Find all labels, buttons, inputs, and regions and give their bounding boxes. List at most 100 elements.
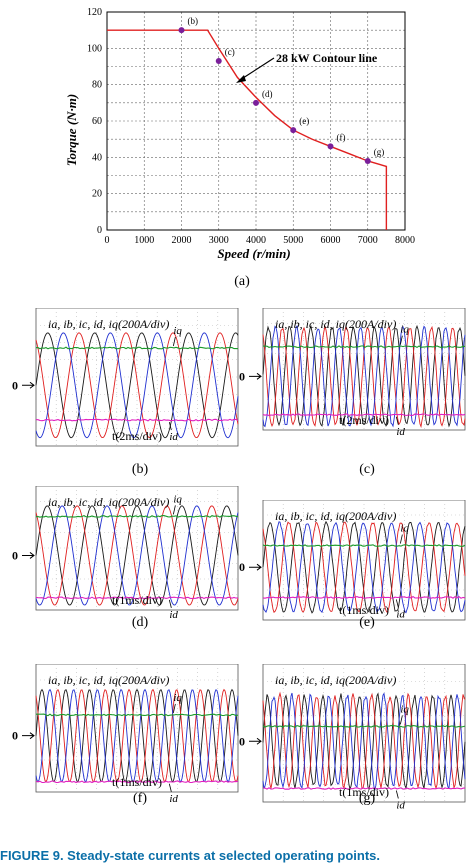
id-label: id xyxy=(169,793,178,805)
y-tick-label: 0 xyxy=(97,225,102,236)
y-axis-label: Torque (N·m) xyxy=(64,94,79,166)
id-label: id xyxy=(169,431,178,443)
scope-header-label: ia, ib, ic, id, iq(200A/div) xyxy=(48,673,169,687)
iq-label: iq xyxy=(400,324,409,336)
phase-current-trace xyxy=(35,332,239,439)
id-arrow xyxy=(395,599,399,608)
x-tick-label: 5000 xyxy=(283,235,303,246)
scope-header-label: ia, ib, ic, id, iq(200A/div) xyxy=(48,495,169,509)
subfigure-e-caption: (e) xyxy=(359,615,375,630)
zero-marker-label: 0 xyxy=(239,560,245,574)
subfigure-b-caption: (b) xyxy=(131,462,149,477)
zero-marker-label: 0 xyxy=(12,378,18,392)
subfigure-a-caption: (a) xyxy=(234,274,250,289)
iq-trace xyxy=(262,724,466,728)
id-trace xyxy=(262,413,466,417)
operating-point xyxy=(364,157,371,164)
zero-marker-label: 0 xyxy=(12,548,18,562)
iq-arrow xyxy=(399,335,403,345)
scope-header-label: ia, ib, ic, id, iq(200A/div) xyxy=(48,317,169,331)
x-tick-label: 0 xyxy=(105,235,110,246)
iq-trace xyxy=(35,346,239,350)
iq-trace xyxy=(262,544,466,547)
y-tick-label: 120 xyxy=(87,7,102,18)
operating-point-label: (g) xyxy=(374,147,385,157)
iq-label: iq xyxy=(400,523,409,535)
phase-current-trace xyxy=(35,332,239,439)
phase-current-trace xyxy=(262,692,466,791)
zero-marker-arrow xyxy=(249,372,262,380)
figure-caption: FIGURE 9. Steady-state currents at selec… xyxy=(0,848,380,863)
y-tick-label: 100 xyxy=(87,43,102,54)
id-arrow xyxy=(395,790,399,799)
id-label: id xyxy=(396,426,405,438)
annotation-arrow xyxy=(239,57,275,81)
subfigure-g-caption: (g) xyxy=(358,791,376,806)
id-trace xyxy=(35,596,239,600)
iq-arrow xyxy=(399,534,403,544)
zero-marker-arrow xyxy=(22,732,35,740)
x-tick-label: 7000 xyxy=(358,235,378,246)
iq-label: iq xyxy=(400,703,409,715)
iq-arrow xyxy=(172,505,176,515)
operating-point-label: (d) xyxy=(262,89,273,99)
iq-label: iq xyxy=(173,692,182,704)
scope-time-label: t(1ms/div) xyxy=(339,785,389,799)
subfigure-d-caption: (d) xyxy=(131,615,149,630)
id-label: id xyxy=(169,609,178,621)
scope-panel-b: 0 ia, ib, ic, id, iq(200A/div) iq id t(2ms/d… xyxy=(12,308,239,447)
scope-time-label: t(2ms/div) xyxy=(112,429,162,443)
id-label: id xyxy=(396,608,405,620)
contour-line xyxy=(107,29,388,230)
zero-marker-arrow xyxy=(22,381,35,389)
iq-label: iq xyxy=(173,325,182,337)
iq-trace xyxy=(262,345,466,349)
y-tick-label: 20 xyxy=(92,189,102,200)
scope-panel-e: 0 ia, ib, ic, id, iq(200A/div) iq id t(1ms/d… xyxy=(239,500,466,620)
zero-marker-arrow xyxy=(249,563,262,571)
iq-arrow xyxy=(399,715,403,725)
zero-marker-arrow xyxy=(22,552,35,559)
iq-arrow xyxy=(172,703,176,714)
scope-panel-c: 0 ia, ib, ic, id, iq(200A/div) iq id t(2ms/d… xyxy=(239,308,466,438)
iq-trace xyxy=(36,713,239,717)
annotation-arrowhead xyxy=(236,75,246,83)
x-tick-label: 3000 xyxy=(209,235,229,246)
y-tick-label: 60 xyxy=(92,116,102,127)
subfigure-f-caption: (f) xyxy=(133,791,147,806)
torque-speed-chart: 0 1000 2000 3000 4000 5000 6000 7000 8000 0 20 40 60… xyxy=(64,7,415,289)
x-tick-label: 2000 xyxy=(172,235,192,246)
scope-time-label: t(1ms/div) xyxy=(112,593,162,607)
phase-current-trace xyxy=(262,325,466,428)
id-arrow xyxy=(395,416,399,425)
operating-point xyxy=(290,127,297,134)
id-trace xyxy=(36,418,239,422)
scope-panel-d: 0 ia, ib, ic, id, iq(200A/div) iq id t(1ms/d… xyxy=(12,486,239,621)
phase-current-trace xyxy=(262,691,466,790)
x-tick-label: 1000 xyxy=(134,235,154,246)
scope-panel-g: 0 ia, ib, ic, id, iq(200A/div) iq id t(1ms/d… xyxy=(239,664,466,811)
zero-marker-label: 0 xyxy=(12,729,18,743)
id-arrow xyxy=(168,599,172,608)
iq-arrow xyxy=(172,336,176,347)
phase-current-trace xyxy=(262,521,466,613)
phase-current-trace xyxy=(262,692,466,791)
scope-header-label: ia, ib, ic, id, iq(200A/div) xyxy=(275,509,396,523)
operating-point xyxy=(178,27,185,34)
subfigure-c-caption: (c) xyxy=(359,462,375,477)
phase-current-trace xyxy=(262,521,466,614)
id-arrow xyxy=(168,421,172,431)
scope-panel-f: 0 ia, ib, ic, id, iq(200A/div) iq id t(1ms/d… xyxy=(12,664,239,805)
operating-point xyxy=(215,58,222,65)
x-axis-label: Speed (r/min) xyxy=(217,246,290,261)
iq-label: iq xyxy=(173,493,182,505)
operating-point-label: (e) xyxy=(299,116,309,126)
y-tick-label: 40 xyxy=(92,152,102,163)
scope-time-label: t(2ms/div) xyxy=(339,413,389,427)
id-trace xyxy=(35,780,239,784)
operating-point-label: (f) xyxy=(337,132,346,142)
id-label: id xyxy=(396,799,405,811)
operating-point-label: (c) xyxy=(225,47,235,57)
scope-time-label: t(1ms/div) xyxy=(112,775,162,789)
phase-current-trace xyxy=(262,520,466,614)
